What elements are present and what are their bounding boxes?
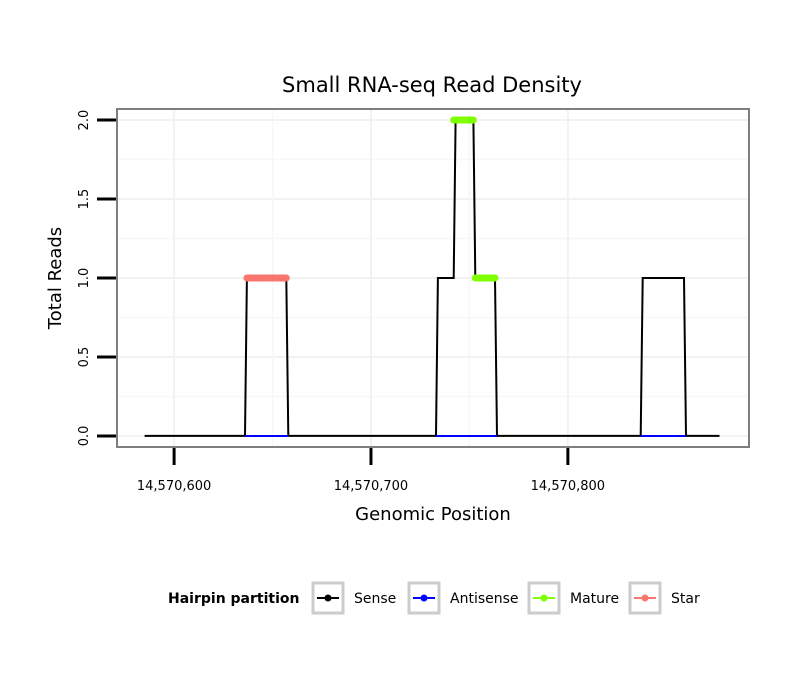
legend-key-point-antisense xyxy=(420,594,428,602)
x-tick-label: 14,570,800 xyxy=(531,479,605,494)
legend-label-star: Star xyxy=(671,591,700,607)
y-tick-label: 0.5 xyxy=(77,347,92,368)
legend-title: Hairpin partition xyxy=(168,591,299,607)
legend-label-antisense: Antisense xyxy=(450,591,519,607)
chart-title: Small RNA-seq Read Density xyxy=(282,73,582,97)
y-tick-label: 0.0 xyxy=(77,426,92,447)
x-tick-label: 14,570,600 xyxy=(137,479,211,494)
x-tick-label: 14,570,700 xyxy=(334,479,408,494)
y-axis-title: Total Reads xyxy=(45,227,66,330)
y-tick-label: 1.0 xyxy=(77,268,92,289)
legend-label-mature: Mature xyxy=(570,591,619,607)
y-tick-label: 1.5 xyxy=(77,189,92,210)
x-axis-title: Genomic Position xyxy=(355,504,511,525)
legend-key-point-star xyxy=(641,594,649,602)
series-layer xyxy=(144,116,720,437)
plot-border xyxy=(116,108,750,448)
legend-key-point-mature xyxy=(540,594,548,602)
legend: Hairpin partition Sense Antisense Mature Sta… xyxy=(168,581,700,615)
legend-label-sense: Sense xyxy=(354,591,396,607)
y-tick-label: 2.0 xyxy=(77,110,92,131)
axes: 0.0 0.5 1.0 1.5 2.0 14,570,600 14,570,700 14,57… xyxy=(77,110,605,494)
legend-key-point-sense xyxy=(324,594,332,602)
